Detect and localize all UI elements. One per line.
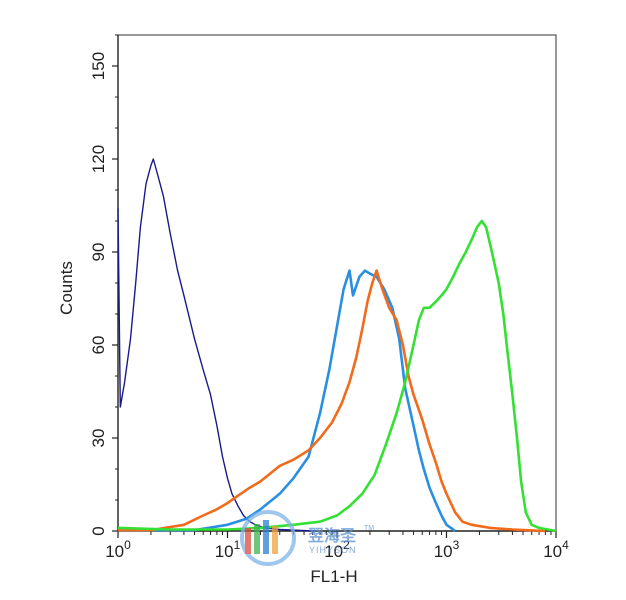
x-tick-label: 101 — [215, 538, 241, 561]
y-tick-label: 150 — [89, 52, 108, 80]
y-axis-title: Counts — [57, 261, 76, 315]
watermark-bar-red-icon — [245, 528, 251, 554]
watermark-tm: TM — [364, 525, 374, 532]
y-tick-label: 30 — [89, 429, 108, 448]
series-line-1 — [117, 158, 313, 532]
series-line-3 — [118, 269, 546, 533]
series-line-2 — [118, 269, 456, 533]
watermark-logo: 翌海圣 TM YIHYSON — [240, 510, 374, 566]
x-tick-label: 100 — [105, 538, 131, 561]
x-ticks: 100 101 102 103 104 — [105, 531, 569, 561]
y-tick-label: 60 — [89, 336, 108, 355]
x-tick-label: 104 — [543, 538, 569, 561]
y-ticks: 0 30 60 90 120 150 — [89, 34, 118, 536]
y-tick-label: 90 — [89, 243, 108, 262]
watermark-text-en: YIHYSON — [309, 545, 357, 555]
series-line-4 — [117, 219, 557, 533]
y-tick-label: 120 — [89, 145, 108, 173]
plot-frame — [117, 34, 557, 532]
watermark-bar-green-icon — [254, 524, 260, 554]
x-tick-label: 103 — [434, 538, 460, 561]
x-tick-label: 102 — [324, 538, 350, 561]
watermark-text-cn: 翌海圣 — [308, 526, 357, 545]
watermark-ring-icon — [240, 510, 296, 566]
watermark-bar-blue-icon — [263, 520, 269, 554]
y-tick-label: 0 — [89, 526, 108, 535]
x-axis-title: FL1-H — [310, 567, 357, 586]
series-group — [117, 158, 557, 533]
watermark-bar-orange-icon — [272, 526, 278, 554]
